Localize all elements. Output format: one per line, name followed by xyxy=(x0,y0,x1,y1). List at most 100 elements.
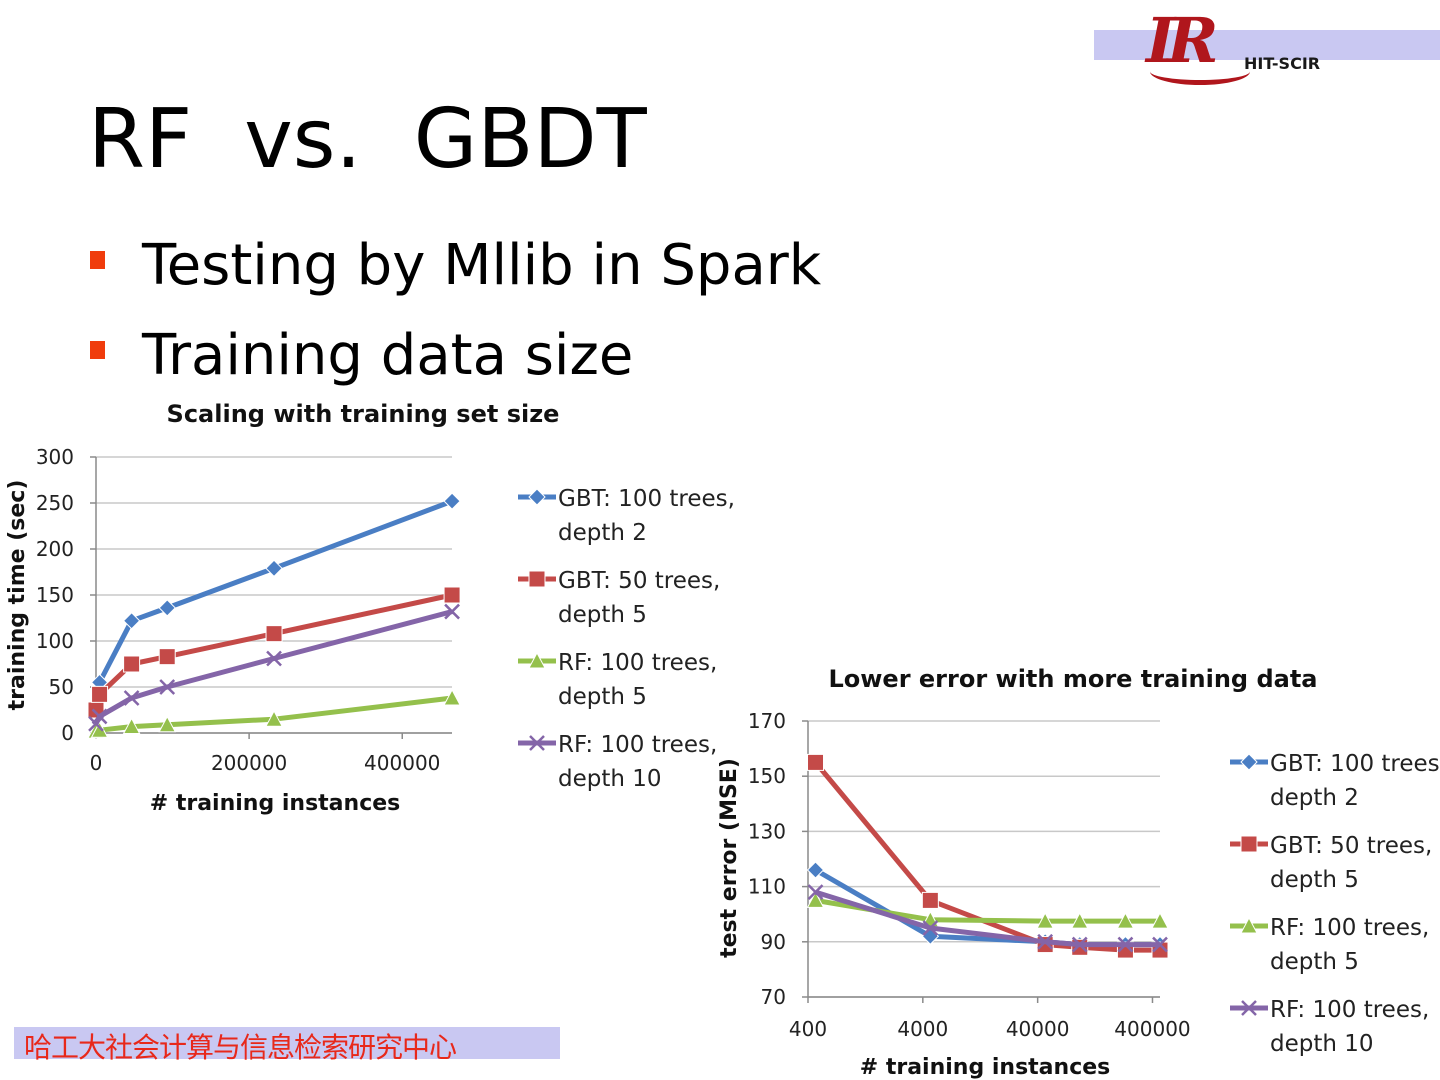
diamond-marker xyxy=(122,612,141,630)
logo-band xyxy=(1094,30,1440,60)
x-marker xyxy=(444,603,460,620)
triangle-marker xyxy=(528,651,546,669)
logo-text: HIT-SCIR xyxy=(1244,54,1321,73)
x-tick-label: 0 xyxy=(90,751,103,775)
y-tick-label: 0 xyxy=(61,721,74,745)
footer-text: 哈工大社会计算与信息检索研究中心 xyxy=(24,1031,457,1064)
line-chart-1: Scaling with training set size 0 50 100 150 2… xyxy=(5,400,735,816)
x-marker xyxy=(1117,936,1134,953)
triangle-marker xyxy=(158,715,177,733)
legend-label: RF: 100 trees, xyxy=(558,650,717,676)
x-tick-label: 40000 xyxy=(1006,1017,1070,1041)
legend-label: GBT: 50 trees, xyxy=(1270,833,1432,859)
slide-title: RF vs. GBDT xyxy=(88,92,647,187)
legend-label: depth 10 xyxy=(1270,1031,1374,1057)
triangle-marker xyxy=(1151,912,1169,929)
square-marker xyxy=(123,655,141,673)
legend-label: RF: 100 trees, xyxy=(558,732,717,758)
legend-label: GBT: 100 trees, xyxy=(1270,751,1440,777)
legend-label: RF: 100 trees, xyxy=(1270,997,1429,1023)
square-marker xyxy=(265,625,283,643)
legend-label: RF: 100 trees, xyxy=(1270,915,1429,941)
x-marker xyxy=(1071,936,1088,953)
bullet-square-icon xyxy=(90,251,105,269)
bullet-text: Testing by Mllib in Spark xyxy=(142,233,822,298)
y-tick-label: 250 xyxy=(36,491,74,515)
legend-label: depth 5 xyxy=(558,684,647,710)
square-marker xyxy=(443,586,461,604)
series-line xyxy=(815,897,1160,924)
series-line xyxy=(814,889,1160,948)
y-tick-label: 150 xyxy=(748,764,786,788)
x-tick-label: 400 xyxy=(789,1017,827,1041)
x-tick-label: 200000 xyxy=(211,751,287,775)
square-marker xyxy=(528,570,546,588)
diamond-marker xyxy=(1240,753,1258,771)
diamond-marker xyxy=(806,861,825,879)
bullet-list: Testing by Mllib in Spark Training data … xyxy=(88,230,821,410)
y-tick-label: 90 xyxy=(761,930,786,954)
chart-title: Scaling with training set size xyxy=(167,400,560,428)
square-marker xyxy=(921,891,939,909)
y-tick-label: 100 xyxy=(36,629,74,653)
line-chart-2: Lower error with more training data 70 90 1… xyxy=(717,665,1440,1080)
x-tick-label: 400000 xyxy=(1114,1017,1190,1041)
y-tick-label: 50 xyxy=(49,675,74,699)
triangle-marker xyxy=(1036,912,1055,929)
y-tick-label: 300 xyxy=(36,445,74,469)
bullet-item: Training data size xyxy=(88,320,821,410)
bullet-text: Training data size xyxy=(142,323,634,388)
x-marker xyxy=(266,650,282,667)
diamond-marker xyxy=(443,492,461,510)
bullet-square-icon xyxy=(90,341,105,359)
legend-label: GBT: 100 trees, xyxy=(558,486,735,512)
x-marker xyxy=(1037,933,1054,950)
y-axis-label: test error (MSE) xyxy=(717,758,742,958)
logo-swoosh xyxy=(1150,58,1250,85)
y-axis-label: training time (sec) xyxy=(5,480,30,711)
x-marker xyxy=(159,679,176,695)
x-tick-label: 4000 xyxy=(897,1017,948,1041)
triangle-marker xyxy=(1240,916,1258,934)
legend-label: depth 10 xyxy=(558,766,662,792)
square-marker xyxy=(1240,835,1258,853)
y-tick-label: 130 xyxy=(748,819,786,843)
y-tick-label: 70 xyxy=(761,985,786,1009)
diamond-marker xyxy=(265,559,283,578)
legend-label: depth 5 xyxy=(1270,949,1359,975)
square-marker xyxy=(91,685,109,703)
diamond-marker xyxy=(158,599,176,617)
x-tick-label: 400000 xyxy=(364,751,440,775)
x-marker xyxy=(91,708,108,725)
y-tick-label: 170 xyxy=(748,709,786,733)
x-marker xyxy=(123,690,140,706)
triangle-marker xyxy=(443,688,461,706)
triangle-marker xyxy=(1116,912,1135,929)
footer-band xyxy=(14,1027,560,1059)
x-axis-label: # training instances xyxy=(150,791,401,816)
x-marker xyxy=(529,735,545,751)
x-marker xyxy=(807,884,824,901)
x-marker xyxy=(1152,936,1168,953)
y-tick-label: 110 xyxy=(748,875,786,899)
diamond-marker xyxy=(528,488,546,506)
square-marker xyxy=(158,648,176,666)
y-tick-label: 150 xyxy=(36,583,74,607)
x-marker xyxy=(1241,1000,1257,1016)
x-marker xyxy=(922,920,939,936)
legend-label: depth 2 xyxy=(1270,785,1359,811)
triangle-marker xyxy=(122,717,141,735)
x-axis-label: # training instances xyxy=(860,1055,1111,1080)
legend-label: depth 2 xyxy=(558,520,647,546)
legend-label: GBT: 50 trees, xyxy=(558,568,720,594)
triangle-marker xyxy=(1070,912,1089,929)
legend-label: depth 5 xyxy=(1270,867,1359,893)
chart-title: Lower error with more training data xyxy=(828,665,1317,693)
legend-label: depth 5 xyxy=(558,602,647,628)
square-marker xyxy=(807,753,825,771)
triangle-marker xyxy=(806,891,825,908)
bullet-item: Testing by Mllib in Spark xyxy=(88,230,821,320)
y-tick-label: 200 xyxy=(36,537,74,561)
triangle-marker xyxy=(265,710,283,727)
